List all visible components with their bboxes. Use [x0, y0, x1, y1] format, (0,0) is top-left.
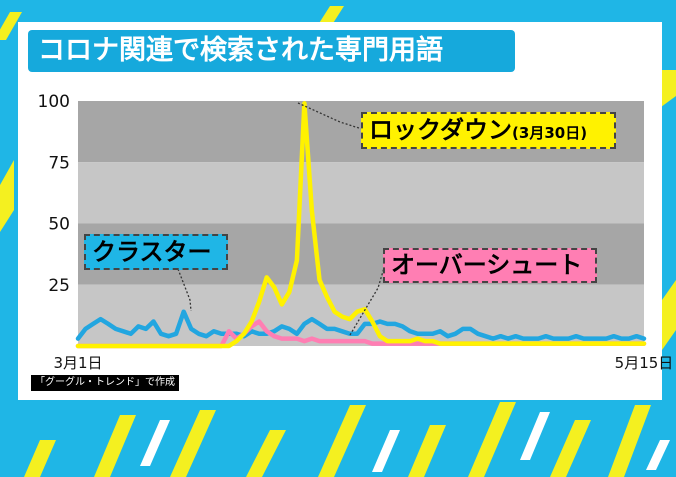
- series-line: [75, 101, 647, 349]
- x-axis-ticks: 3月1日 5月15日: [53, 354, 673, 372]
- x-tick-label: 5月15日: [615, 354, 674, 372]
- title-bar: [28, 30, 515, 72]
- leader-overshoot: [349, 267, 385, 336]
- y-tick-label: 75: [48, 153, 70, 173]
- callout-lockdown-date: (3月30日): [512, 124, 588, 142]
- chart-title: コロナ関連で検索された専門用語: [38, 35, 443, 66]
- leader-cluster: [177, 268, 192, 312]
- callout-lockdown-label: ロックダウン: [369, 116, 513, 144]
- series-line: [75, 309, 647, 341]
- callout-lockdown: ロックダウン(3月30日): [361, 112, 616, 149]
- leader-lockdown: [297, 102, 363, 130]
- y-tick-label: 100: [38, 92, 70, 112]
- callout-overshoot: オーバーシュート: [383, 248, 597, 283]
- y-tick-label: 50: [48, 215, 70, 235]
- plot-band: [78, 162, 644, 224]
- x-tick-label: 3月1日: [53, 354, 102, 372]
- callout-leader-lines: [177, 102, 385, 336]
- source-note: 「グーグル・トレンド」で作成: [31, 375, 179, 391]
- y-tick-label: 25: [48, 276, 70, 296]
- y-axis-ticks: 100 75 50 25: [38, 92, 70, 296]
- series-lines: [75, 101, 647, 349]
- callout-cluster: クラスター: [84, 234, 228, 270]
